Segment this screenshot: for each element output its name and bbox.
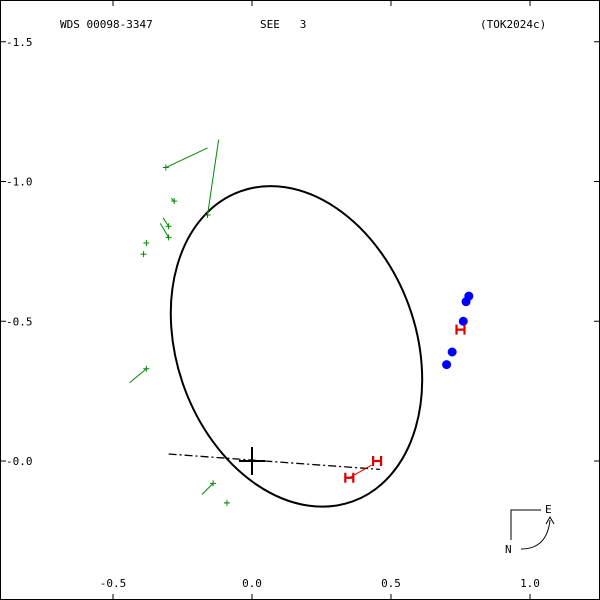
speckle-point-marker bbox=[461, 297, 471, 307]
observation-plus-marker bbox=[204, 212, 211, 219]
speckle-point-marker bbox=[458, 316, 468, 326]
x-tick-label: 0.5 bbox=[381, 577, 401, 590]
observation-plus-marker bbox=[165, 234, 172, 241]
y-tick-label: -1.0 bbox=[6, 176, 33, 189]
observation-plus-marker bbox=[162, 164, 169, 171]
observation-plus-marker bbox=[143, 365, 150, 372]
reference-label: (TOK2024c) bbox=[480, 18, 546, 31]
x-tick-label: 1.0 bbox=[520, 577, 540, 590]
residual-line bbox=[201, 483, 214, 495]
line-of-nodes bbox=[168, 453, 380, 471]
residual-line bbox=[162, 217, 170, 227]
observation-plus-marker bbox=[143, 239, 150, 246]
system-label: SEE 3 bbox=[260, 18, 306, 31]
orbit-layer bbox=[168, 185, 424, 508]
observation-plus-marker bbox=[223, 499, 230, 506]
residual-line bbox=[165, 147, 208, 168]
rotation-arrow-icon bbox=[520, 519, 551, 550]
speckle-point-marker bbox=[442, 360, 452, 370]
y-tick-label: -0.0 bbox=[6, 455, 33, 468]
compass: E N bbox=[505, 503, 555, 556]
arrowhead-icon bbox=[545, 515, 555, 525]
residual-line bbox=[207, 139, 220, 216]
orbit-ellipse bbox=[169, 185, 424, 508]
speckle-point-marker bbox=[447, 347, 457, 357]
compass-east-label: E bbox=[545, 503, 552, 516]
residual-line bbox=[159, 223, 170, 238]
hipparcos-h-marker bbox=[344, 472, 355, 483]
compass-frame bbox=[510, 509, 541, 540]
x-tick-label: -0.5 bbox=[100, 577, 127, 590]
x-tick-label: 0.0 bbox=[242, 577, 262, 590]
observation-plus-marker bbox=[210, 480, 217, 487]
hipparcos-h-marker bbox=[455, 324, 466, 335]
observation-plus-marker bbox=[171, 198, 178, 205]
y-tick-label: -0.5 bbox=[6, 315, 33, 328]
observation-plus-marker bbox=[140, 251, 147, 258]
star-id-label: WDS 00098-3347 bbox=[60, 18, 153, 31]
data-marks bbox=[129, 139, 474, 506]
compass-north-label: N bbox=[505, 543, 512, 556]
y-tick-label: -1.5 bbox=[6, 36, 33, 49]
residual-line bbox=[129, 368, 147, 384]
hipparcos-h-marker bbox=[372, 456, 383, 466]
observation-plus-marker bbox=[165, 223, 172, 230]
